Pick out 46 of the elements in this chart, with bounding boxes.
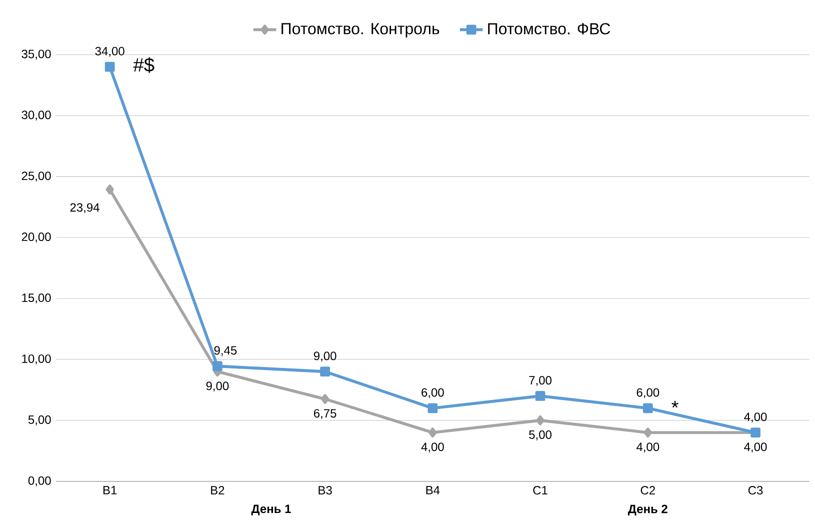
point: [642, 403, 653, 414]
text: День 2: [628, 504, 668, 516]
y-tick-label: 5,00: [28, 415, 51, 426]
data-label: 6,00: [422, 388, 444, 398]
data-label: 9,00: [314, 352, 336, 362]
x-tick-label: B3: [318, 486, 332, 495]
y-tick-label: 10,00: [22, 354, 51, 364]
point: [536, 415, 544, 426]
y-tick-label: 35,00: [22, 50, 51, 60]
data-label: 9,00: [206, 382, 229, 392]
legend-label: Потомство. ФВС: [488, 23, 610, 34]
point: [104, 62, 115, 72]
point: [320, 366, 330, 377]
text: День 1: [251, 504, 291, 516]
point: [106, 184, 114, 194]
data-label: 4,00: [636, 442, 660, 453]
y-tick-label: 20,00: [22, 232, 51, 242]
data-label: 9,45: [214, 346, 237, 356]
y-tick-label: 0,00: [28, 476, 51, 486]
point: [320, 394, 330, 404]
y-tick-label: 30,00: [22, 110, 51, 121]
data-label: 4,00: [744, 442, 767, 453]
point: [535, 391, 546, 401]
legend-label: Потомство. Контроль: [282, 23, 440, 38]
point: [644, 428, 652, 438]
x-tick-label: C3: [748, 486, 763, 495]
y-tick-label: 15,00: [22, 294, 51, 304]
point: [428, 403, 438, 414]
data-label: 7,00: [529, 376, 552, 386]
data-label: 4,00: [421, 442, 444, 453]
x-tick-label: B1: [103, 486, 117, 494]
x-tick-label: B4: [426, 486, 440, 494]
data-label: 6,75: [314, 409, 336, 419]
y-tick-label: 25,00: [22, 172, 51, 182]
annotation: #$: [133, 57, 154, 73]
point: [428, 428, 437, 438]
data-label: 6,00: [636, 388, 660, 398]
point: [212, 361, 222, 372]
x-tick-label: C1: [533, 486, 548, 495]
data-label: 34,00: [95, 46, 124, 57]
x-tick-label: C2: [640, 486, 655, 495]
x-tick-label: B2: [211, 486, 224, 494]
data-label: 5,00: [529, 430, 552, 440]
data-label: 23,94: [70, 203, 100, 214]
data-label: 4,00: [744, 412, 767, 423]
annotation: *: [672, 400, 678, 408]
